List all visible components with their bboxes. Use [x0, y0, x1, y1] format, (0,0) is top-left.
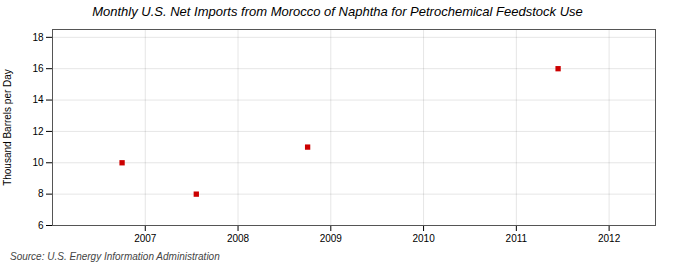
html-text:Source: U.S. Energy Informatio: Source: U.S. Energy Information Administ… — [10, 251, 220, 262]
svg-text:2007: 2007 — [134, 233, 157, 244]
svg-text:2009: 2009 — [320, 233, 343, 244]
html-text:Monthly U.S. Net Imports from: Monthly U.S. Net Imports from Morocco of… — [92, 4, 583, 19]
svg-text:2010: 2010 — [412, 233, 435, 244]
svg-text:8: 8 — [38, 188, 44, 199]
svg-text:6: 6 — [38, 220, 44, 231]
svg-text:14: 14 — [32, 94, 44, 105]
svg-text:12: 12 — [32, 126, 44, 137]
svg-text:2011: 2011 — [506, 233, 528, 244]
svg-text:Thousand Barrels per Day: Thousand Barrels per Day — [2, 69, 13, 186]
svg-text:18: 18 — [32, 32, 44, 43]
svg-text:16: 16 — [32, 63, 44, 74]
svg-text:2008: 2008 — [227, 233, 250, 244]
svg-text:2012: 2012 — [598, 233, 621, 244]
svg-text:10: 10 — [32, 157, 44, 168]
